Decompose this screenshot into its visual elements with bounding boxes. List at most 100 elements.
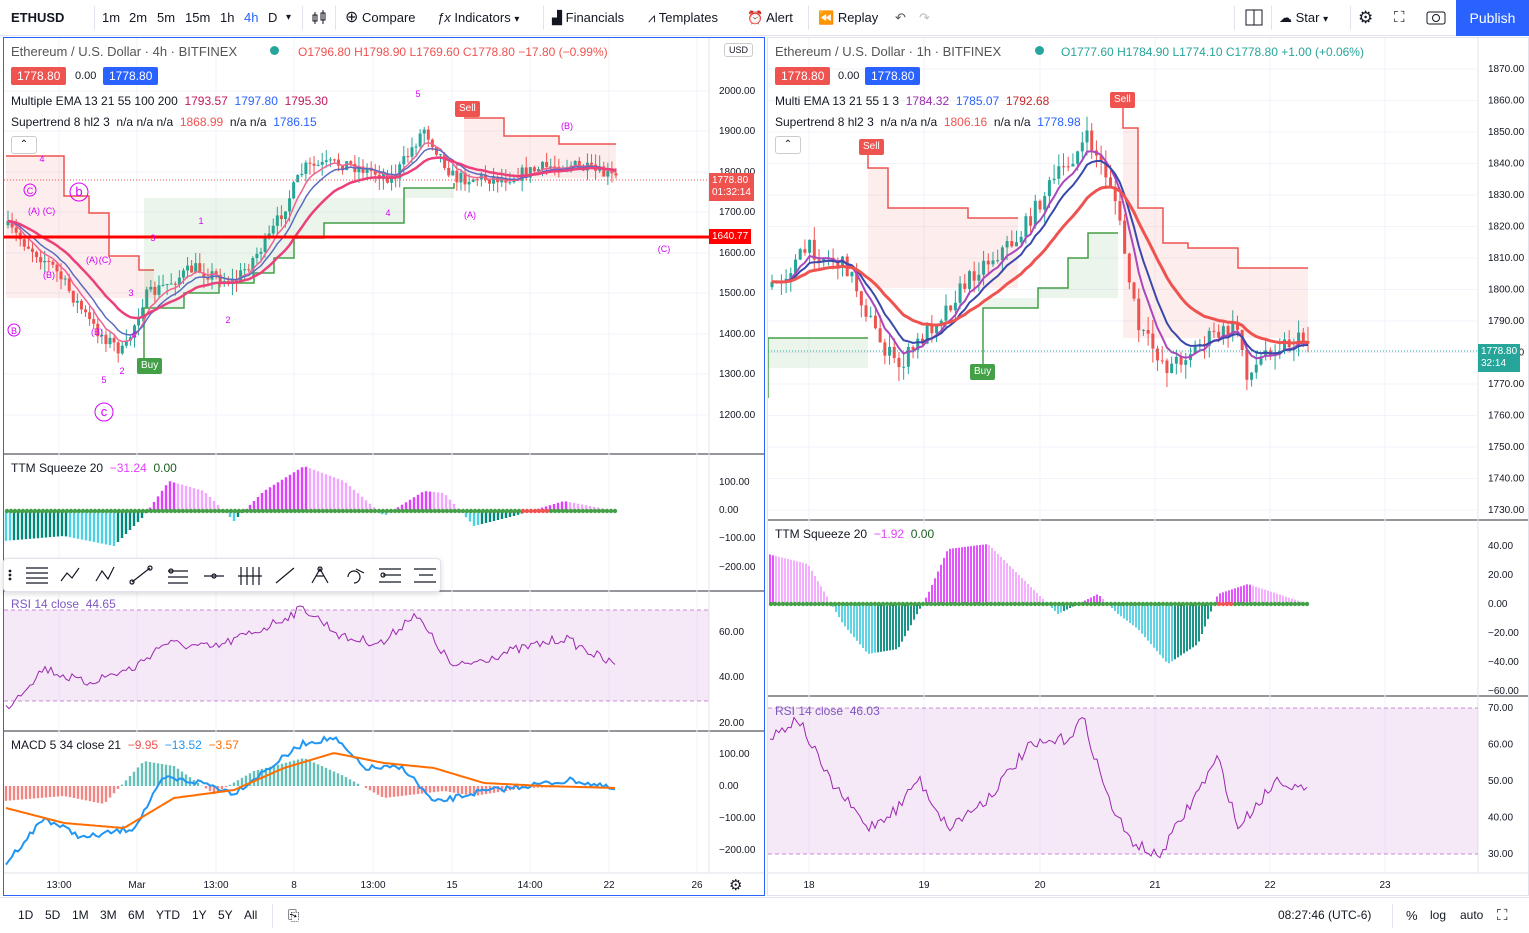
candle-body [137, 318, 141, 326]
publish-button[interactable]: Publish [1456, 0, 1529, 36]
ttm-dot [1028, 601, 1034, 607]
interval-2m[interactable]: 2m [129, 10, 148, 25]
ttm-dot [1248, 601, 1254, 607]
date-range-icon[interactable] [414, 568, 436, 583]
compare-button[interactable]: ⊕ Compare [345, 9, 416, 26]
interval-1h[interactable]: 1h [220, 10, 235, 25]
ttm-dot [516, 508, 522, 514]
abc-pattern-icon[interactable] [95, 566, 115, 582]
range-5d[interactable]: 5D [45, 908, 61, 922]
percent-scale-toggle[interactable]: % [1406, 908, 1418, 923]
ttm-dot [132, 508, 138, 514]
candle-body [1141, 329, 1145, 331]
interval-1m[interactable]: 1m [102, 10, 121, 25]
elliott-wave-label: (A) [464, 210, 476, 220]
axis-settings-gear-icon[interactable]: ⚙ [729, 877, 743, 894]
currency-label[interactable]: USD [724, 43, 754, 57]
candle-body [1005, 241, 1009, 248]
range-1y[interactable]: 1Y [192, 908, 207, 922]
left-ask-button[interactable]: 1778.80 [103, 67, 159, 85]
right-supertrend-legend[interactable]: Supertrend 8 hl2 3 n/a n/a n/a 1806.16 n… [775, 115, 1081, 129]
star-button[interactable]: ☁ Star ▾ [1279, 10, 1329, 25]
vertical-lines-icon[interactable] [238, 567, 262, 585]
camera-icon[interactable] [1426, 0, 1446, 36]
interval-4h[interactable]: 4h [244, 10, 259, 25]
log-scale-toggle[interactable]: log [1430, 908, 1447, 922]
horizontal-ray-icon[interactable] [204, 573, 224, 579]
interval-d[interactable]: D [268, 10, 278, 25]
right-ask-button[interactable]: 1778.80 [865, 67, 921, 85]
range-all[interactable]: All [244, 908, 258, 922]
candle-body [153, 286, 157, 295]
range-1m[interactable]: 1M [72, 908, 89, 922]
range-ytd[interactable]: YTD [156, 908, 180, 922]
fib-retracement-icon[interactable] [26, 567, 48, 584]
ttm-tick-label: 0.00 [1488, 599, 1508, 610]
right-ttm-legend[interactable]: TTM Squeeze 20 −1.92 0.00 [775, 527, 935, 541]
right-bid-button[interactable]: 1778.80 [775, 67, 831, 85]
replay-button[interactable]: ⏪ Replay [818, 10, 879, 25]
right-ema-legend[interactable]: Multi EMA 13 21 55 1 3 1784.32 1785.07 1… [775, 94, 1050, 108]
candle-body [92, 319, 96, 324]
collapse-legend-chevron-up-icon[interactable]: ⌃ [775, 136, 801, 154]
range-1d[interactable]: 1D [18, 908, 34, 922]
ttm-dot [112, 508, 118, 514]
financials-button[interactable]: ▟ Financials [552, 10, 625, 25]
symbol-search[interactable]: ETHUSD [11, 10, 65, 25]
alert-button[interactable]: ⏰ Alert [747, 10, 793, 25]
right-chart[interactable]: 1870.00 1860.00 1850.00 1840.00 1830.00 1820.… [767, 37, 1529, 896]
range-6m[interactable]: 6M [128, 908, 145, 922]
candle-body [255, 253, 259, 259]
candle-body [288, 198, 292, 212]
chart-type-candles-icon[interactable] [311, 0, 327, 36]
ttm-dot [80, 508, 86, 514]
ttm-dot [412, 508, 418, 514]
candle-body [532, 167, 536, 172]
ttm-dot [1108, 601, 1114, 607]
candle-body [186, 265, 190, 271]
right-chart-canvas[interactable]: 1870.001860.001850.001840.001830.001820.… [768, 38, 1528, 895]
left-chart-canvas[interactable]: 2000.00 1900.00 1800.00 1700.00 1600.00 1500.… [4, 38, 764, 895]
interval-dropdown-icon[interactable]: ▾ [286, 12, 292, 23]
price-range-icon[interactable] [379, 568, 401, 583]
templates-button[interactable]: ⩘ Templates [648, 10, 718, 25]
line-tool-icon[interactable] [275, 567, 295, 584]
left-chart[interactable]: 2000.00 1900.00 1800.00 1700.00 1600.00 1500.… [3, 37, 765, 896]
interval-5m[interactable]: 5m [157, 10, 176, 25]
left-bid-button[interactable]: 1778.80 [11, 67, 67, 85]
candle-body [96, 323, 100, 337]
candle-body [1062, 166, 1066, 168]
trend-line-icon[interactable] [129, 565, 153, 585]
time-tick-label: 22 [1264, 880, 1276, 891]
elliott-wave-icon[interactable] [60, 567, 80, 582]
price-tick-label: 1750.00 [1488, 442, 1525, 453]
range-5y[interactable]: 5Y [218, 908, 233, 922]
undo-icon[interactable]: ↶ [895, 10, 906, 25]
right-rsi-legend[interactable]: RSI 14 close 46.03 [775, 704, 880, 718]
redo-icon[interactable]: ↷ [919, 10, 930, 25]
fib-spiral-icon[interactable] [347, 568, 365, 584]
layout-icon[interactable] [1245, 0, 1263, 36]
parallel-channel-icon[interactable] [168, 568, 188, 584]
clock-timezone[interactable]: 08:27:46 (UTC-6) [1278, 908, 1372, 922]
left-supertrend-legend[interactable]: Supertrend 8 hl2 3 n/a n/a n/a 1868.99 n… [11, 115, 317, 129]
left-rsi-legend[interactable]: RSI 14 close 44.65 [11, 597, 116, 611]
drag-handle-icon[interactable] [8, 569, 12, 581]
go-to-date-icon[interactable]: ⎘ [288, 907, 300, 923]
left-macd-legend[interactable]: MACD 5 34 close 21 −9.95 −13.52 −3.57 [11, 738, 239, 752]
collapse-legend-chevron-up-icon[interactable]: ⌃ [11, 136, 37, 154]
ttm-dot [100, 508, 106, 514]
candle-body [426, 129, 430, 140]
candle-body [292, 182, 296, 199]
ttm-dot [928, 601, 934, 607]
pitchfork-icon[interactable] [311, 566, 329, 584]
settings-gear-icon[interactable]: ⚙ [1358, 8, 1374, 27]
fullscreen-icon[interactable]: ⛶ [1394, 9, 1405, 26]
auto-scale-toggle[interactable]: auto [1460, 908, 1484, 922]
fullscreen-icon[interactable]: ⛶ [1497, 907, 1508, 924]
range-3m[interactable]: 3M [100, 908, 117, 922]
interval-15m[interactable]: 15m [185, 10, 211, 25]
left-ema-legend[interactable]: Multiple EMA 13 21 55 100 200 1793.57 17… [11, 94, 328, 108]
indicators-button[interactable]: ƒx Indicators ▾ [437, 10, 520, 25]
left-ttm-legend[interactable]: TTM Squeeze 20 −31.24 0.00 [11, 461, 177, 475]
